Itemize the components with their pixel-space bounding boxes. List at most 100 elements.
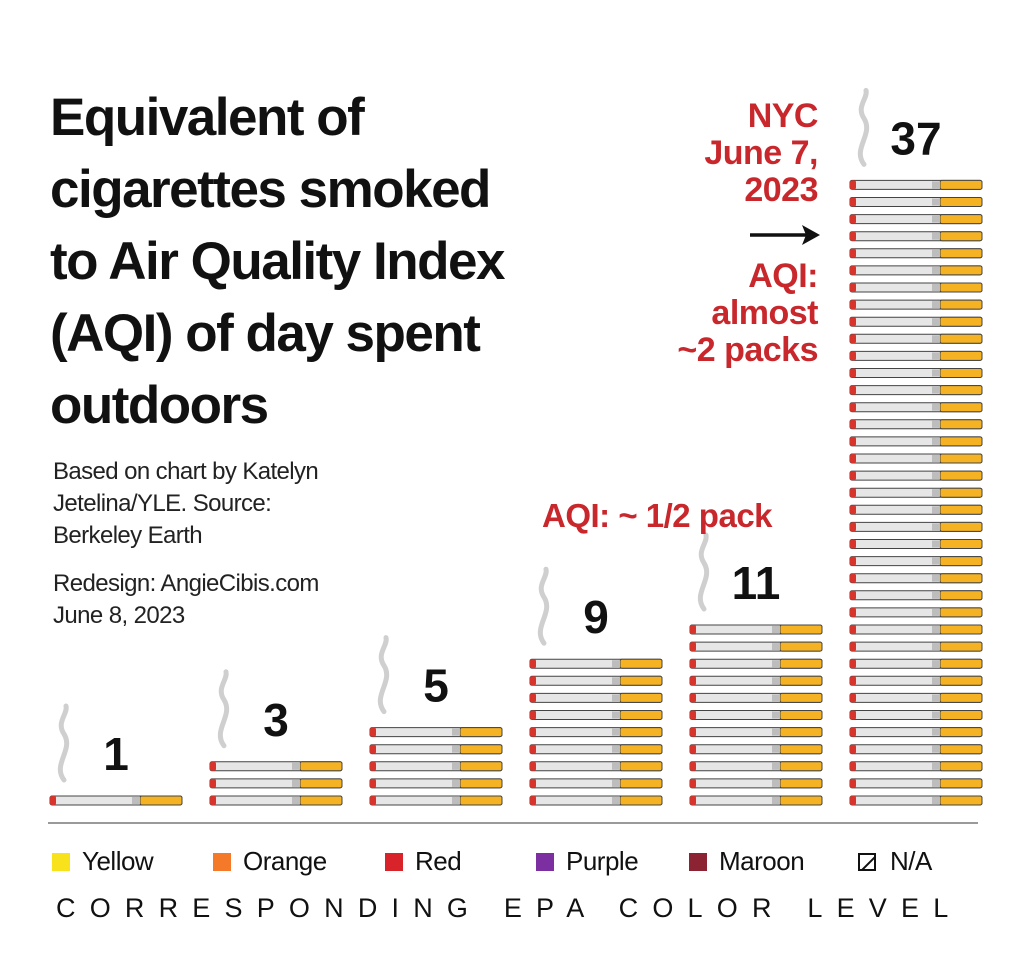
na-slash-icon (858, 852, 876, 871)
value-label: 3 (263, 694, 289, 746)
cigarette-icon (849, 350, 983, 361)
nyc-annotation-line: June 7, (704, 134, 818, 172)
cigarette-stack (369, 727, 503, 806)
aqi-high-line: ~2 packs (677, 331, 818, 369)
source-credit: Based on chart by Katelyn Jetelina/YLE. … (53, 456, 319, 552)
title-line: (AQI) of day spent (50, 304, 481, 363)
cigarette-icon (529, 692, 663, 703)
cigarette-icon (529, 710, 663, 720)
cigarette-icon (849, 607, 983, 618)
yellow-swatch (52, 852, 70, 871)
cigarette-icon (49, 795, 183, 806)
cigarette-icon (849, 453, 983, 464)
cigarette-icon (849, 436, 983, 447)
cigarette-icon (689, 658, 823, 669)
cigarette-stack (49, 795, 183, 806)
smoke-icon (217, 669, 230, 749)
legend-label: Red (415, 846, 462, 876)
legend: Yellow Orange Red Purple Maroon N/A (52, 846, 972, 882)
legend-label: Yellow (82, 846, 154, 876)
cigarette-icon (849, 385, 983, 396)
cigarette-icon (849, 179, 983, 190)
cigarette-icon (529, 744, 663, 755)
cigarette-icon (849, 316, 983, 327)
source-line: Jetelina/YLE. Source: (53, 490, 272, 517)
aqi-half-pack-annotation: AQI: ~ 1/2 pack (542, 497, 773, 534)
cigarette-icon (849, 299, 983, 310)
legend-item-na: N/A (858, 846, 932, 877)
cigarette-icon (849, 282, 983, 293)
cigarette-icon (369, 795, 503, 806)
value-label: 11 (732, 557, 781, 609)
purple-swatch (536, 852, 554, 871)
redesign-credit: Redesign: AngieCibis.com June 8, 2023 (53, 568, 319, 632)
cigarette-icon (689, 624, 823, 635)
redesign-line: Redesign: AngieCibis.com (53, 570, 319, 597)
cigarette-icon (369, 744, 503, 755)
cigarette-icon (209, 761, 343, 772)
nyc-annotation-line: 2023 (744, 171, 818, 209)
cigarette-icon (369, 778, 503, 789)
chart-title: Equivalent of cigarettes smoked to Air Q… (50, 82, 610, 442)
cigarette-icon (849, 692, 983, 703)
nyc-annotation: NYC June 7, 2023 (704, 98, 818, 209)
cigarette-icon (849, 761, 983, 772)
cigarette-stack (209, 761, 343, 806)
cigarette-stack (849, 179, 983, 806)
cigarette-icon (689, 727, 823, 738)
cigarette-icon (369, 727, 503, 738)
cigarette-icon (689, 675, 823, 686)
cigarette-icon (849, 470, 983, 481)
redesign-line: June 8, 2023 (53, 602, 185, 629)
value-label: 1 (103, 728, 129, 780)
cigarette-icon (529, 778, 663, 789)
cigarette-icon (529, 727, 663, 738)
title-line: to Air Quality Index (50, 232, 505, 291)
cigarette-icon (849, 504, 983, 515)
legend-item-purple: Purple (536, 846, 639, 877)
cigarette-icon (849, 214, 983, 225)
cigarette-icon (529, 761, 663, 772)
cigarette-icon (689, 778, 823, 789)
cigarette-icon (849, 521, 983, 532)
value-label: 5 (423, 660, 449, 712)
source-line: Based on chart by Katelyn (53, 458, 319, 485)
cigarette-icon (849, 265, 983, 276)
cigarette-icon (689, 744, 823, 755)
cigarette-icon (849, 641, 983, 652)
cigarette-icon (689, 710, 823, 720)
cigarette-icon (849, 231, 983, 242)
cigarette-icon (529, 658, 663, 669)
legend-item-yellow: Yellow (52, 846, 154, 877)
cigarette-icon (849, 248, 983, 259)
value-label: 9 (583, 591, 609, 643)
cigarette-icon (849, 675, 983, 686)
smoke-icon (57, 703, 70, 783)
aqi-high-line: almost (711, 294, 818, 332)
maroon-swatch (689, 852, 707, 871)
cigarette-icon (689, 795, 823, 806)
aqi-high-annotation: AQI: almost ~2 packs (677, 258, 818, 369)
cigarette-icon (849, 727, 983, 738)
legend-label: Orange (243, 846, 327, 876)
cigarette-icon (849, 333, 983, 344)
cigarette-icon (209, 795, 343, 806)
title-line: cigarettes smoked (50, 160, 491, 219)
cigarette-icon (849, 573, 983, 584)
value-label: 37 (890, 112, 941, 164)
cigarette-icon (849, 778, 983, 789)
smoke-icon (377, 635, 390, 715)
aqi-high-line: AQI: (748, 257, 818, 295)
smoke-icon (697, 532, 710, 612)
cigarette-stack (529, 658, 663, 806)
cigarette-icon (689, 641, 823, 652)
cigarette-stack (689, 624, 823, 806)
title-line: outdoors (50, 376, 269, 435)
legend-label: Purple (566, 846, 639, 876)
title-line: Equivalent of (50, 88, 365, 147)
x-axis-caption: CORRESPONDING EPA COLOR LEVEL (56, 893, 963, 923)
cigarette-icon (849, 710, 983, 720)
cigarette-icon (209, 778, 343, 789)
cigarette-icon (529, 675, 663, 686)
